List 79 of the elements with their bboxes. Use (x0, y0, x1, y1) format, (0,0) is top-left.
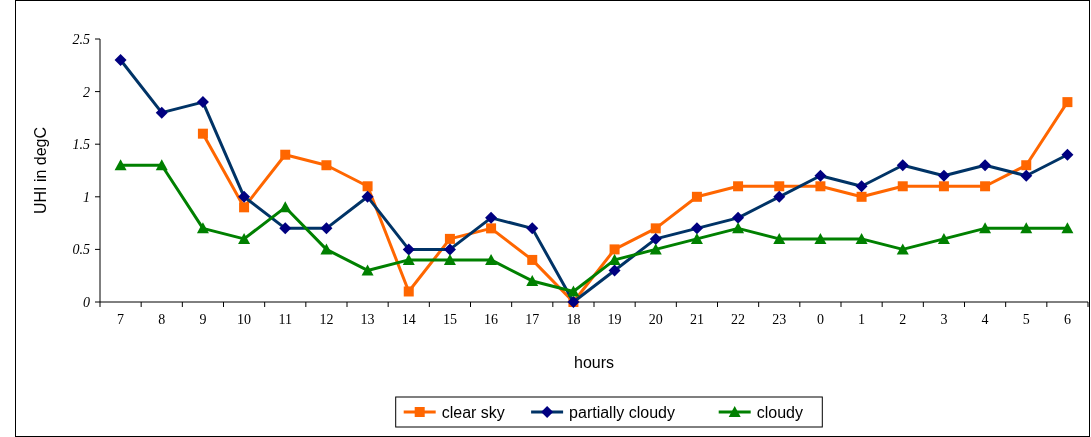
point (1020, 222, 1033, 234)
point (486, 223, 497, 234)
point (650, 223, 661, 234)
legend-label: clear sky (441, 403, 505, 421)
y-tick-label: 2.5 (72, 31, 90, 47)
point (527, 254, 538, 265)
point (279, 201, 292, 213)
point (280, 149, 291, 160)
point (1021, 160, 1032, 171)
x-tick-label: 1 (858, 312, 866, 327)
point (443, 253, 456, 265)
y-tick-label: 0 (83, 294, 90, 310)
point (938, 181, 949, 192)
point (773, 232, 786, 244)
point (609, 244, 620, 255)
point (238, 232, 251, 244)
point (691, 191, 702, 202)
point (980, 181, 991, 192)
x-tick-label: 11 (278, 312, 292, 327)
y-tick-label: 1.5 (72, 137, 90, 153)
point (567, 285, 580, 297)
point (937, 232, 950, 244)
legend-label: partially cloudy (569, 403, 675, 421)
x-tick-label: 13 (360, 312, 375, 327)
point (485, 253, 498, 265)
x-tick-label: 17 (525, 312, 540, 327)
x-tick-label: 21 (689, 312, 704, 327)
x-tick-label: 9 (199, 312, 207, 327)
x-tick-label: 14 (401, 312, 416, 327)
point (896, 243, 909, 255)
x-tick-label: 5 (1022, 312, 1030, 327)
x-tick-label: 8 (158, 312, 166, 327)
x-tick-label: 7 (117, 312, 125, 327)
point (814, 232, 827, 244)
point (114, 159, 127, 171)
point (361, 264, 374, 276)
point (526, 274, 539, 286)
point (320, 243, 333, 255)
point (321, 160, 332, 171)
y-tick-label: 0.5 (72, 242, 90, 258)
x-tick-label: 3 (940, 312, 948, 327)
x-tick-label: 12 (319, 312, 334, 327)
point (239, 202, 250, 213)
legend-label: cloudy (756, 403, 803, 421)
x-tick-label: 10 (237, 312, 252, 327)
point (362, 181, 373, 192)
point (1062, 97, 1073, 108)
point (155, 159, 168, 171)
x-tick-label: 19 (607, 312, 622, 327)
point (403, 286, 414, 297)
point (1061, 222, 1074, 234)
point (733, 181, 744, 192)
point (855, 232, 868, 244)
point (197, 128, 208, 139)
x-tick-label: 6 (1063, 312, 1071, 327)
point (402, 253, 415, 265)
x-tick-label: 0 (816, 312, 824, 327)
point (897, 181, 908, 192)
point (774, 181, 785, 192)
y-tick-label: 1 (83, 189, 90, 205)
point (979, 222, 992, 234)
point (732, 222, 745, 234)
y-axis-title: UHI in degC (32, 126, 49, 215)
x-tick-label: 20 (648, 312, 663, 327)
point (690, 232, 703, 244)
x-tick-label: 22 (731, 312, 746, 327)
x-tick-label: 23 (772, 312, 787, 327)
point (444, 233, 455, 244)
y-tick-label: 2 (83, 84, 90, 100)
x-tick-label: 4 (981, 312, 989, 327)
x-axis-title: hours (573, 354, 615, 371)
point (815, 181, 826, 192)
point (856, 191, 867, 202)
x-tick-label: 16 (484, 312, 499, 327)
point (196, 222, 209, 234)
point (649, 243, 662, 255)
x-tick-label: 15 (442, 312, 457, 327)
x-tick-label: 2 (899, 312, 907, 327)
x-tick-label: 18 (566, 312, 581, 327)
